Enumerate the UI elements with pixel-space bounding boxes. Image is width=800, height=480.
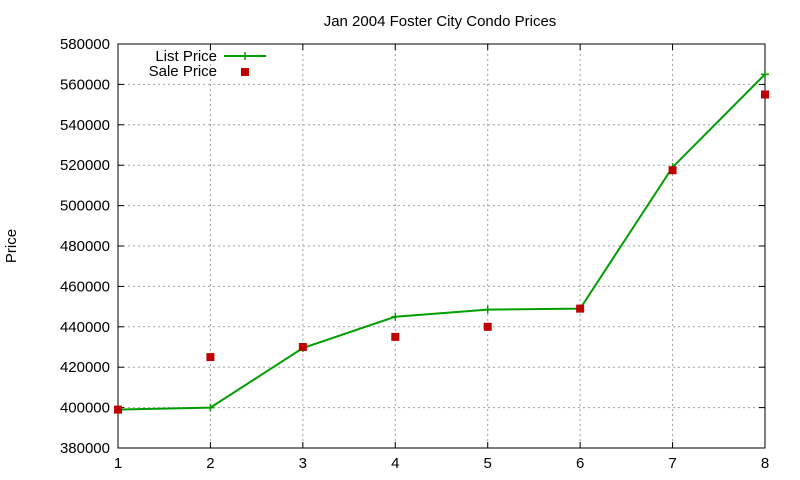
series-layer (114, 70, 769, 414)
legend-swatch-marker (241, 68, 249, 76)
data-point (114, 405, 122, 414)
legend-label: Sale Price (149, 63, 217, 80)
chart-title: Jan 2004 Foster City Condo Prices (324, 13, 557, 30)
legend-label: List Price (155, 48, 217, 65)
y-tick-label: 400000 (60, 400, 110, 417)
x-tick-label: 1 (114, 455, 122, 472)
y-tick-label: 580000 (60, 36, 110, 53)
legend-swatch-marker (241, 52, 249, 60)
data-point (668, 166, 677, 175)
y-tick-label: 480000 (60, 238, 110, 255)
x-tick-label: 4 (391, 455, 399, 472)
series-line (117, 73, 766, 411)
y-axis-label: Price (3, 229, 20, 263)
data-point (483, 322, 492, 331)
plot-frame (117, 43, 766, 449)
series-0 (114, 70, 769, 414)
data-point (206, 353, 215, 362)
data-point (391, 332, 400, 341)
y-tick-label: 380000 (60, 440, 110, 457)
x-tick-label: 7 (668, 455, 676, 472)
y-tick-label: 520000 (60, 157, 110, 174)
y-tick-label: 560000 (60, 76, 110, 93)
x-tick-label: 3 (299, 455, 307, 472)
data-point (761, 70, 769, 79)
x-tick-label: 8 (761, 455, 769, 472)
data-point (391, 312, 400, 321)
data-point (298, 343, 307, 351)
y-tick-label: 420000 (60, 359, 110, 376)
y-tick-label: 440000 (60, 319, 110, 336)
x-tick-label: 5 (484, 455, 492, 472)
data-point (576, 304, 585, 313)
y-tick-label: 500000 (60, 198, 110, 215)
data-point (761, 90, 769, 99)
y-tick-label: 540000 (60, 117, 110, 134)
x-tick-label: 2 (206, 455, 214, 472)
x-tick-label: 6 (576, 455, 584, 472)
series-1 (114, 90, 769, 414)
data-point (483, 305, 492, 314)
data-point (206, 403, 215, 412)
y-tick-label: 460000 (60, 278, 110, 295)
grid (118, 44, 765, 448)
axis-ticks: 380000 400000 420000 440000 460000 480000 5000… (60, 36, 769, 472)
